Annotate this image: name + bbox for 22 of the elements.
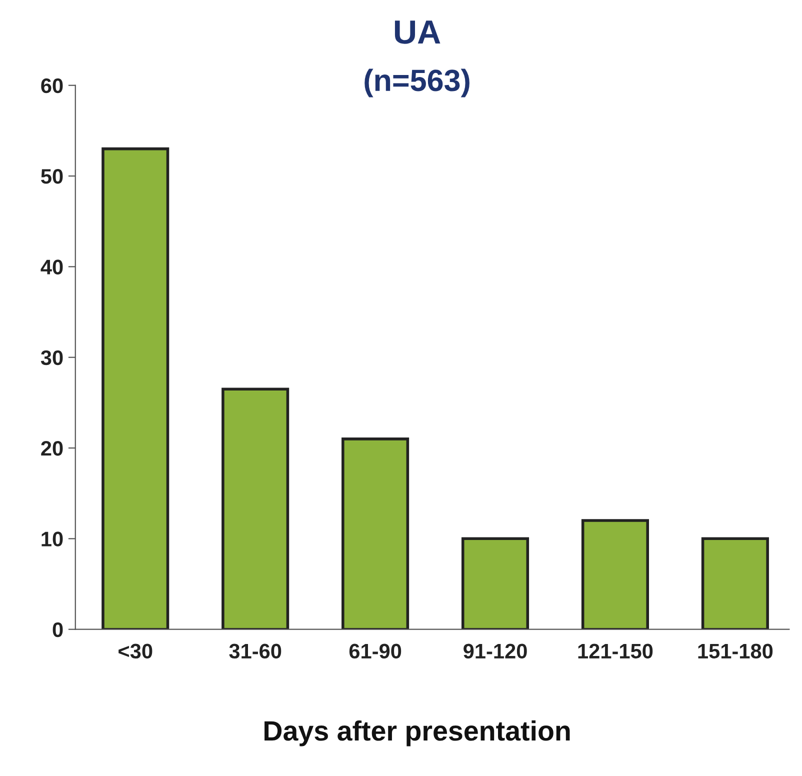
x-axis-title: Days after presentation xyxy=(264,720,570,746)
bar xyxy=(342,438,410,630)
y-tick-label: 20 xyxy=(41,441,63,456)
y-tick-label: 40 xyxy=(40,260,63,274)
bar xyxy=(222,388,290,630)
x-tick-label: 151-180 xyxy=(698,644,773,659)
chart-title: UA xyxy=(394,20,440,44)
bar xyxy=(581,519,649,630)
bar xyxy=(461,537,530,630)
y-tick-label: 60 xyxy=(41,78,63,94)
y-tick-label: 30 xyxy=(40,350,63,366)
bar xyxy=(701,537,769,630)
y-tick-label: 50 xyxy=(41,169,63,184)
bar xyxy=(102,147,170,630)
x-tick-label: 121-150 xyxy=(578,644,653,659)
x-tick-label: 31-60 xyxy=(229,644,282,659)
chart-subtitle: (n=563) xyxy=(364,68,470,98)
y-tick-label: 0 xyxy=(52,622,63,638)
x-tick-label: <30 xyxy=(118,644,152,659)
y-tick-label: 10 xyxy=(42,532,63,546)
x-tick-label: 61-90 xyxy=(349,644,402,659)
x-tick-label: 91-120 xyxy=(464,644,527,659)
